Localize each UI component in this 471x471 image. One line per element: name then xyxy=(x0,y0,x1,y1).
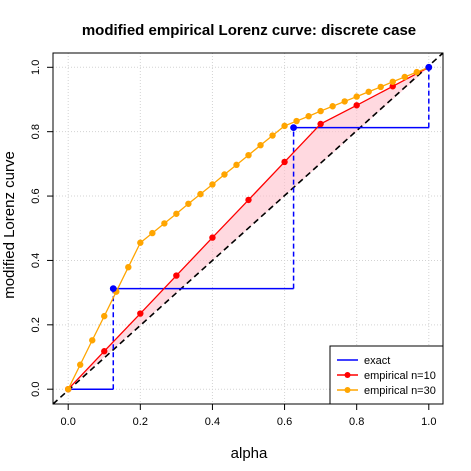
empirical-n30-point xyxy=(281,122,288,130)
empirical-n30-point xyxy=(89,337,96,344)
empirical-n10-point xyxy=(137,310,144,317)
empirical-n30-point xyxy=(149,229,156,237)
empirical-n30-point xyxy=(173,210,180,217)
chart-title: modified empirical Lorenz curve: discret… xyxy=(82,22,416,39)
empirical-n30-point xyxy=(161,220,168,227)
empirical-n10-point xyxy=(281,158,288,166)
legend-label: empirical n=10 xyxy=(364,370,436,382)
axes: 0.0 0.2 0.4 0.6 0.8 1.0 0.0 0.2 0.4 0.6 0.8 1.0 xyxy=(30,60,436,428)
empirical-n30-point xyxy=(209,181,216,188)
empirical-n30-point xyxy=(389,78,396,85)
empirical-n30-point xyxy=(65,386,72,393)
exact-point xyxy=(425,63,433,71)
y-tick-label: 0.8 xyxy=(30,124,42,139)
empirical-n30-point xyxy=(245,151,252,159)
empirical-n30-point xyxy=(353,93,360,100)
x-tick-label: 0.2 xyxy=(133,416,148,428)
legend-marker xyxy=(344,387,351,393)
empirical-n30-point xyxy=(329,103,336,110)
y-tick-label: 0.6 xyxy=(30,188,42,203)
empirical-n30-point xyxy=(413,68,420,76)
empirical-n30-point xyxy=(197,190,204,198)
y-tick-label: 0.0 xyxy=(30,382,42,397)
y-tick-label: 0.4 xyxy=(30,253,42,268)
y-tick-label: 0.2 xyxy=(30,317,42,332)
empirical-n30-point xyxy=(137,239,144,246)
exact-point xyxy=(290,124,297,132)
empirical-n30-point xyxy=(341,98,348,105)
empirical-n30-point xyxy=(77,361,84,368)
x-tick-label: 1.0 xyxy=(421,416,436,428)
empirical-n10-point xyxy=(317,120,324,128)
plot-frame xyxy=(52,52,444,405)
x-tick-label: 0.6 xyxy=(277,416,292,428)
legend: exact empirical n=10 empirical n=30 xyxy=(329,345,444,405)
empirical-n10-point xyxy=(101,348,108,355)
empirical-n30-point xyxy=(257,141,264,149)
empirical-n30-point xyxy=(401,73,408,81)
empirical-n10-point xyxy=(173,272,180,279)
empirical-n30-point xyxy=(365,88,372,95)
legend-label: empirical n=30 xyxy=(364,385,436,397)
empirical-n30-point xyxy=(377,83,384,91)
empirical-n30-point xyxy=(269,132,276,139)
empirical-n10-point xyxy=(209,234,216,241)
empirical-n30-point xyxy=(221,171,228,178)
diagonal-line xyxy=(52,52,444,405)
y-tick-label: 1.0 xyxy=(30,60,42,75)
exact-point xyxy=(109,285,117,293)
empirical-n30-point xyxy=(125,263,132,271)
empirical-n10-point xyxy=(389,83,396,90)
x-tick-label: 0.8 xyxy=(349,416,364,428)
legend-marker xyxy=(344,372,351,378)
x-axis-label: alpha xyxy=(231,445,268,462)
legend-label: exact xyxy=(364,355,390,367)
empirical-n30-point xyxy=(317,107,324,115)
empirical-n30-point xyxy=(185,200,192,207)
empirical-n30-point xyxy=(101,312,108,320)
empirical-n30-point xyxy=(233,161,240,169)
empirical-n30-point xyxy=(293,117,300,125)
x-tick-label: 0.0 xyxy=(61,416,76,428)
empirical-n10-point xyxy=(245,196,252,204)
y-axis-label: modified Lorenz curve xyxy=(1,151,18,299)
x-tick-label: 0.4 xyxy=(205,416,220,428)
empirical-n30-point xyxy=(305,113,312,120)
empirical-n10-point xyxy=(353,102,360,109)
series-layer xyxy=(65,63,433,393)
